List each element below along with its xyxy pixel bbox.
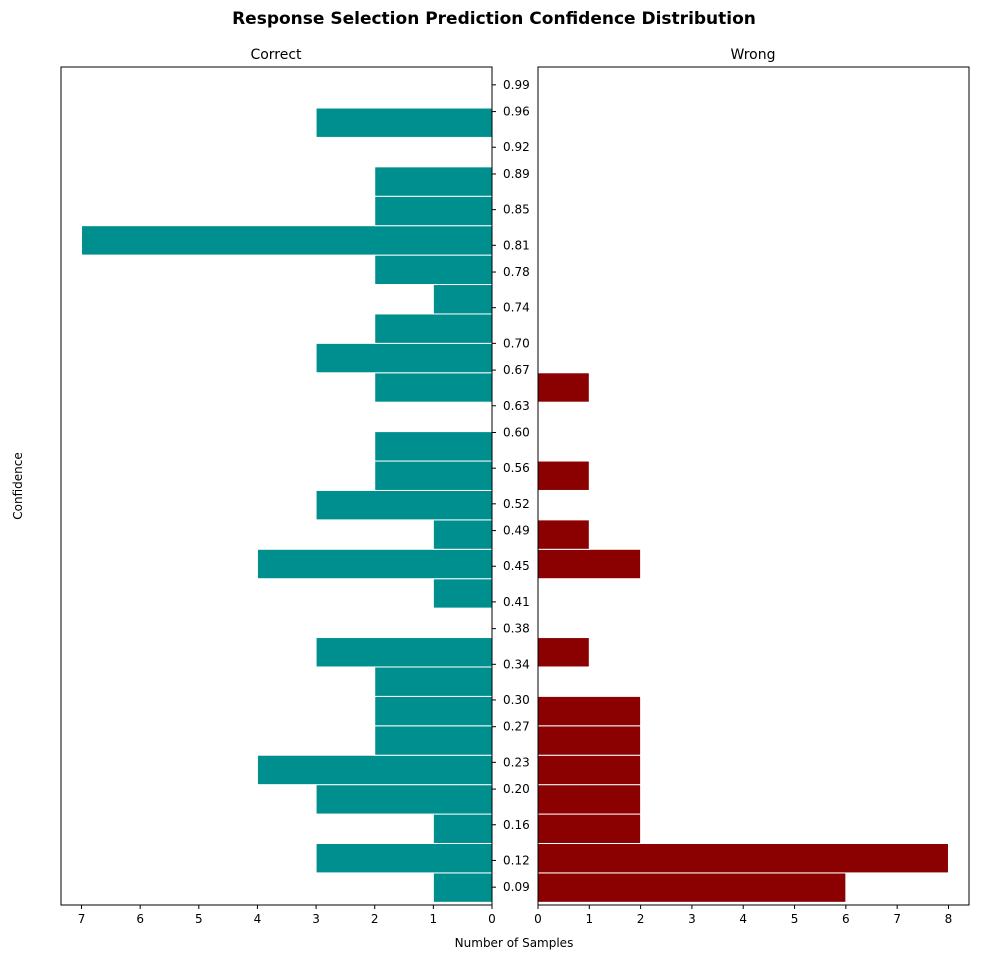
y-tick-label-2: 0.16 [503,818,530,832]
x-tick-label-correct-0: 7 [78,912,86,926]
y-tick-label-18: 0.74 [503,301,530,315]
x-tick-label-wrong-2: 2 [637,912,645,926]
y-tick-label-17: 0.70 [503,336,530,350]
y-tick-label-13: 0.56 [503,461,530,475]
axes-frame-correct [60,66,493,906]
bar-correct-24 [374,166,493,197]
x-tick-label-correct-5: 2 [371,912,379,926]
bar-correct-11 [256,548,493,580]
y-tick-label-14: 0.60 [503,426,530,440]
y-tick-label-24: 0.96 [503,105,530,119]
x-tick-label-correct-7: 0 [488,912,496,926]
bar-wrong-8 [537,637,590,668]
y-tick-label-12: 0.52 [503,497,530,511]
y-tick-label-20: 0.81 [503,238,530,252]
bar-correct-17 [374,372,493,403]
x-tick-label-correct-6: 1 [430,912,438,926]
bar-wrong-14 [537,460,590,491]
bar-correct-1 [315,842,493,874]
bar-correct-19 [374,313,493,344]
bar-correct-10 [432,578,493,609]
y-tick-label-19: 0.78 [503,265,530,279]
x-tick-label-wrong-1: 1 [585,912,593,926]
bar-correct-18 [315,342,493,374]
bar-wrong-1 [537,842,949,874]
y-tick-label-0: 0.09 [503,880,530,894]
bar-correct-0 [432,872,493,903]
y-tick-label-23: 0.92 [503,140,530,154]
bar-wrong-6 [537,695,642,727]
bar-wrong-0 [537,872,847,903]
bar-correct-13 [315,489,493,521]
panel-title-wrong: Wrong [731,47,776,63]
x-tick-label-correct-1: 6 [136,912,144,926]
y-tick-label-9: 0.41 [503,595,530,609]
x-tick-label-wrong-5: 5 [791,912,799,926]
y-tick-label-11: 0.49 [503,524,530,538]
bar-correct-4 [256,754,493,786]
bar-correct-12 [432,519,493,550]
x-tick-label-wrong-8: 8 [945,912,953,926]
y-tick-label-16: 0.67 [503,363,530,377]
bar-correct-26 [315,107,493,138]
bar-correct-23 [374,195,493,227]
bar-correct-7 [374,666,493,697]
y-tick-label-10: 0.45 [503,559,530,573]
y-tick-label-5: 0.27 [503,720,530,734]
bar-correct-22 [81,225,493,256]
y-tick-label-15: 0.63 [503,399,530,413]
y-tick-label-6: 0.30 [503,693,530,707]
bar-correct-3 [315,784,493,815]
y-tick-label-21: 0.85 [503,203,530,217]
bar-wrong-12 [537,519,590,550]
axes-frame-wrong [537,66,970,906]
y-axis-label: Confidence [11,452,25,519]
bar-correct-21 [374,254,493,286]
bar-correct-8 [315,637,493,668]
bar-correct-2 [432,813,493,844]
bar-correct-15 [374,431,493,462]
y-tick-label-4: 0.23 [503,755,530,769]
x-tick-label-wrong-0: 0 [534,912,542,926]
bar-correct-20 [432,284,493,315]
bar-wrong-5 [537,725,642,756]
bar-wrong-4 [537,754,642,786]
x-tick-label-correct-4: 3 [312,912,320,926]
x-axis-label: Number of Samples [455,936,574,950]
y-tick-label-1: 0.12 [503,853,530,867]
panel-title-correct: Correct [250,47,302,63]
y-tick-label-22: 0.89 [503,167,530,181]
chart-title: Response Selection Prediction Confidence… [232,9,756,29]
bar-wrong-17 [537,372,590,403]
x-tick-label-correct-3: 4 [254,912,262,926]
bar-correct-14 [374,460,493,491]
bar-wrong-3 [537,784,642,815]
x-tick-label-wrong-7: 7 [893,912,901,926]
x-tick-label-wrong-3: 3 [688,912,696,926]
y-tick-label-25: 0.99 [503,78,530,92]
x-tick-label-correct-2: 5 [195,912,203,926]
bar-wrong-11 [537,548,642,580]
bar-correct-5 [374,725,493,756]
y-tick-label-3: 0.20 [503,782,530,796]
x-tick-label-wrong-6: 6 [842,912,850,926]
x-tick-label-wrong-4: 4 [739,912,747,926]
bar-correct-6 [374,695,493,727]
bar-wrong-2 [537,813,642,844]
y-tick-label-8: 0.38 [503,622,530,636]
y-tick-label-7: 0.34 [503,657,530,671]
